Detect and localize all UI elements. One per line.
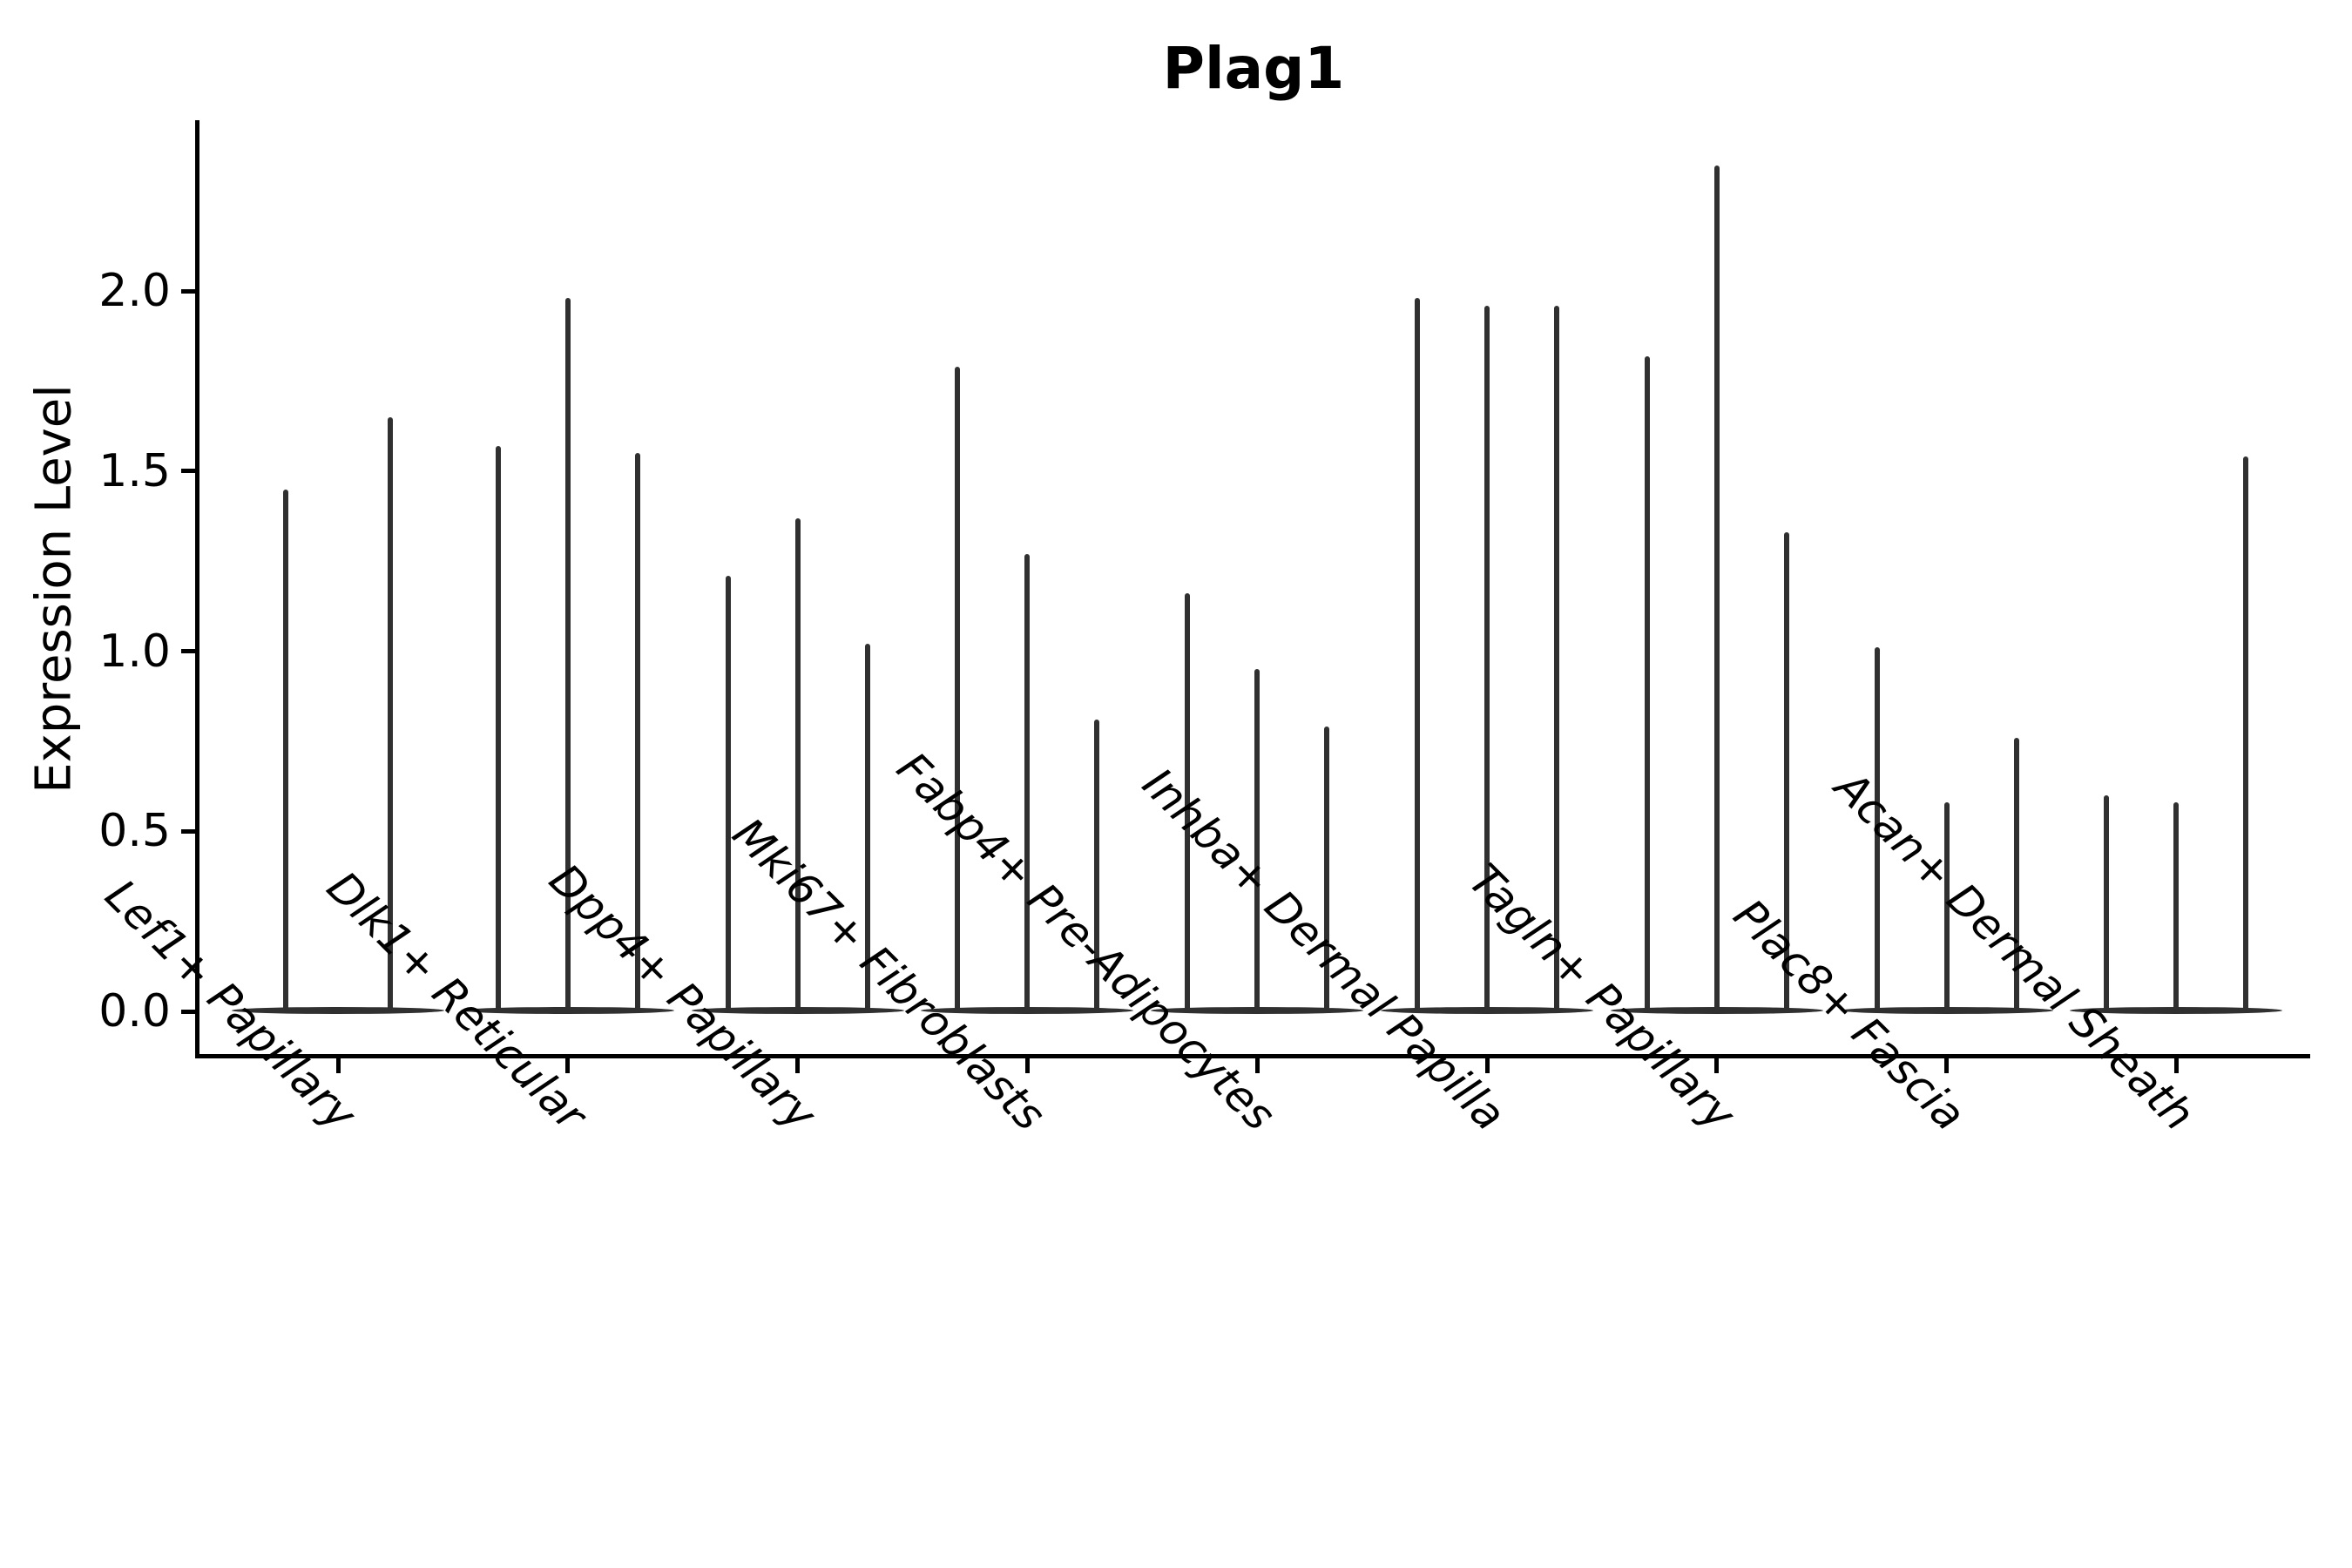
violin-spike [2173,802,2180,1013]
y-axis-tick [181,469,195,474]
violin-spike [1644,355,1650,1013]
y-axis-tick [181,649,195,654]
violin-spike [564,298,571,1013]
y-axis-tick [181,288,195,294]
violin-spike [1094,720,1100,1013]
violin-spike [1185,593,1191,1013]
violin-spike [1713,165,1720,1013]
violin-spike [1484,305,1490,1013]
violin-spike [1254,669,1260,1013]
plot-title: Plag1 [1162,35,1345,102]
violin-spike [725,575,731,1013]
violin-spike [955,367,961,1013]
violin-spike [1324,727,1330,1013]
x-axis-tick [1484,1058,1490,1073]
x-axis-tick [2173,1058,2179,1073]
y-axis-spine [195,120,199,1058]
x-axis-tick [335,1058,341,1073]
x-axis-tick [1944,1058,1950,1073]
violin-base [232,1007,444,1014]
violin-spike [1415,298,1420,1013]
violin-spike [864,644,870,1013]
x-axis-tick [795,1058,801,1073]
x-axis-tick [1254,1058,1260,1073]
violin-spike [1554,305,1559,1013]
y-axis-tick-label: 0.5 [98,805,171,858]
x-axis-tick [1024,1058,1030,1073]
violin-spike [495,445,501,1013]
violin-spike [1943,802,1950,1013]
violin-spike [1783,532,1789,1013]
y-axis-tick [181,1009,195,1014]
violin-spike [1874,647,1880,1013]
y-axis-tick-label: 0.0 [98,985,171,1037]
violin-spike [2243,456,2249,1013]
y-axis-tick-label: 1.5 [98,444,171,497]
y-axis-tick-label: 2.0 [98,265,171,318]
violin-spike [2104,794,2110,1013]
y-axis-tick-label: 1.0 [98,625,171,678]
violin-spike [283,489,288,1013]
x-axis-tick [565,1058,571,1073]
violin-spike [634,453,640,1013]
x-axis-tick-label: Plac8+ Fascia [1723,889,1975,1141]
x-axis-spine [195,1054,2310,1058]
y-axis-tick [181,828,195,834]
violin-spike [388,416,393,1013]
violin-spike [1024,553,1031,1013]
x-axis-tick-label: Fabp4+ Pre-Adipocytes [887,742,1286,1141]
violin-spike [794,517,801,1013]
violin-spike [2013,737,2019,1013]
x-axis-tick [1714,1058,1720,1073]
